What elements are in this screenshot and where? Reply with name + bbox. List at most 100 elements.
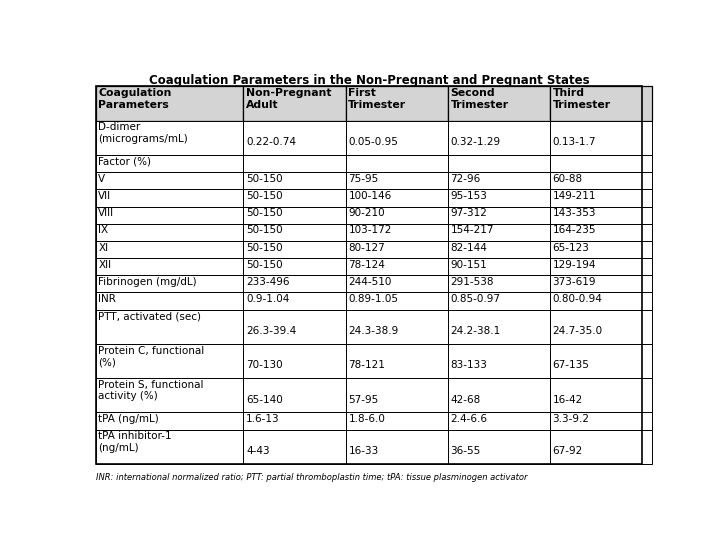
Bar: [346, 121, 448, 155]
Bar: [96, 155, 243, 172]
Text: 129-194: 129-194: [552, 260, 596, 269]
Bar: [96, 275, 243, 292]
Text: 26.3-39.4: 26.3-39.4: [246, 326, 297, 336]
Bar: [243, 430, 346, 464]
Bar: [346, 172, 448, 190]
Bar: [96, 206, 243, 224]
Bar: [346, 258, 448, 275]
Bar: [448, 275, 550, 292]
Bar: [243, 172, 346, 190]
Bar: [346, 275, 448, 292]
Text: 42-68: 42-68: [451, 395, 481, 404]
Bar: [243, 413, 346, 430]
Text: 50-150: 50-150: [246, 225, 283, 235]
Text: PTT, activated (sec): PTT, activated (sec): [99, 311, 202, 321]
Text: Second
Trimester: Second Trimester: [451, 88, 508, 110]
Bar: [243, 258, 346, 275]
Bar: [243, 121, 346, 155]
Bar: [96, 344, 243, 378]
Bar: [243, 206, 346, 224]
Text: VIII: VIII: [99, 208, 114, 218]
Bar: [243, 155, 346, 172]
Text: Third
Trimester: Third Trimester: [552, 88, 611, 110]
Text: XII: XII: [99, 260, 112, 269]
Text: XI: XI: [99, 242, 109, 253]
Text: 97-312: 97-312: [451, 208, 487, 218]
Bar: [243, 292, 346, 309]
Text: 80-127: 80-127: [348, 242, 385, 253]
Text: 0.13-1.7: 0.13-1.7: [552, 137, 596, 147]
Bar: [243, 190, 346, 206]
Bar: [550, 430, 652, 464]
Text: VII: VII: [99, 191, 112, 201]
Bar: [243, 241, 346, 258]
Bar: [550, 378, 652, 413]
Bar: [96, 86, 243, 121]
Text: 0.22-0.74: 0.22-0.74: [246, 137, 296, 147]
Bar: [96, 413, 243, 430]
Bar: [96, 190, 243, 206]
Bar: [96, 241, 243, 258]
Text: 24.3-38.9: 24.3-38.9: [348, 326, 399, 336]
Bar: [346, 190, 448, 206]
Text: 82-144: 82-144: [451, 242, 487, 253]
Text: INR: international normalized ratio; PTT: partial thromboplastin time; tPA: tiss: INR: international normalized ratio; PTT…: [96, 473, 527, 482]
Text: 4-43: 4-43: [246, 446, 270, 456]
Bar: [346, 224, 448, 241]
Bar: [448, 241, 550, 258]
Bar: [346, 378, 448, 413]
Text: 90-210: 90-210: [348, 208, 385, 218]
Text: 95-153: 95-153: [451, 191, 487, 201]
Bar: [243, 86, 346, 121]
Text: 373-619: 373-619: [552, 277, 596, 287]
Text: 0.32-1.29: 0.32-1.29: [451, 137, 500, 147]
Text: 83-133: 83-133: [451, 360, 487, 370]
Text: 67-92: 67-92: [552, 446, 582, 456]
Bar: [243, 309, 346, 344]
Bar: [243, 224, 346, 241]
Bar: [243, 275, 346, 292]
Bar: [346, 155, 448, 172]
Bar: [96, 430, 243, 464]
Text: 70-130: 70-130: [246, 360, 283, 370]
Bar: [346, 344, 448, 378]
Bar: [550, 258, 652, 275]
Text: 90-151: 90-151: [451, 260, 487, 269]
Bar: [550, 275, 652, 292]
Text: 50-150: 50-150: [246, 174, 283, 184]
Bar: [448, 86, 550, 121]
Bar: [550, 292, 652, 309]
Bar: [448, 172, 550, 190]
Text: 72-96: 72-96: [451, 174, 481, 184]
Bar: [550, 86, 652, 121]
Text: Coagulation
Parameters: Coagulation Parameters: [99, 88, 172, 110]
Text: Factor (%): Factor (%): [99, 157, 151, 167]
Bar: [550, 344, 652, 378]
Bar: [346, 309, 448, 344]
Text: 16-33: 16-33: [348, 446, 379, 456]
Bar: [346, 86, 448, 121]
Text: D-dimer
(micrograms/mL): D-dimer (micrograms/mL): [99, 123, 188, 144]
Text: 1.6-13: 1.6-13: [246, 414, 280, 424]
Bar: [96, 378, 243, 413]
Text: 50-150: 50-150: [246, 191, 283, 201]
Bar: [448, 292, 550, 309]
Text: Fibrinogen (mg/dL): Fibrinogen (mg/dL): [99, 277, 197, 287]
Text: 0.05-0.95: 0.05-0.95: [348, 137, 398, 147]
Text: 149-211: 149-211: [552, 191, 596, 201]
Text: 0.85-0.97: 0.85-0.97: [451, 294, 500, 304]
Bar: [550, 121, 652, 155]
Bar: [243, 378, 346, 413]
Text: Non-Pregnant
Adult: Non-Pregnant Adult: [246, 88, 332, 110]
Text: 60-88: 60-88: [552, 174, 582, 184]
Bar: [448, 430, 550, 464]
Bar: [243, 344, 346, 378]
Bar: [448, 206, 550, 224]
Text: 1.8-6.0: 1.8-6.0: [348, 414, 385, 424]
Text: First
Trimester: First Trimester: [348, 88, 407, 110]
Text: 233-496: 233-496: [246, 277, 289, 287]
Bar: [550, 413, 652, 430]
Text: 154-217: 154-217: [451, 225, 494, 235]
Text: 100-146: 100-146: [348, 191, 392, 201]
Text: Protein S, functional
activity (%): Protein S, functional activity (%): [99, 380, 204, 401]
